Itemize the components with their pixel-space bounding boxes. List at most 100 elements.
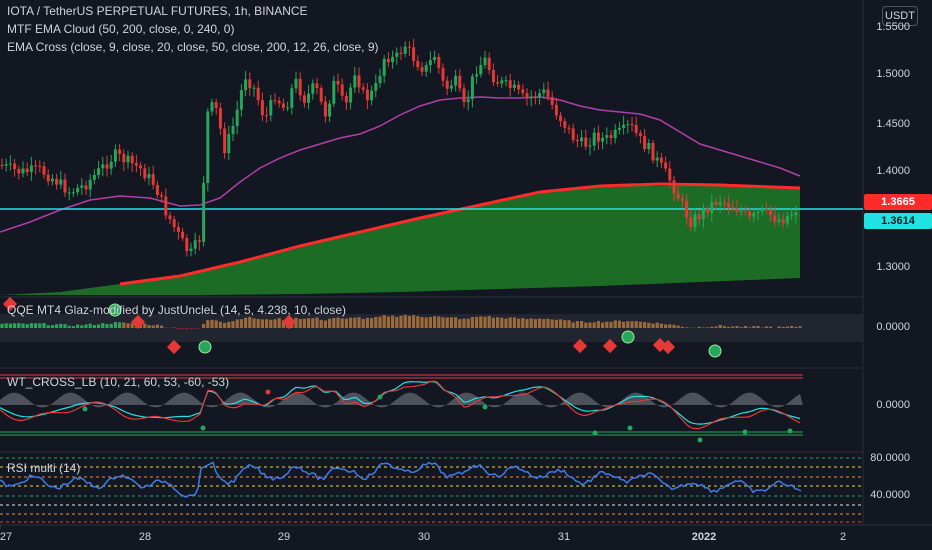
qqe-bar xyxy=(323,320,327,328)
candle-body xyxy=(739,210,743,212)
qqe-bar xyxy=(76,324,80,328)
candle-body xyxy=(567,127,571,129)
qqe-bar xyxy=(672,324,676,328)
qqe-axis-label: 0.0000 xyxy=(876,321,910,333)
candle-body xyxy=(244,79,248,91)
candle-body xyxy=(777,219,781,222)
candle-body xyxy=(546,89,550,97)
price-axis-label: 1.3000 xyxy=(876,261,910,273)
candle-body xyxy=(101,164,105,169)
qqe-bar xyxy=(244,317,248,328)
qqe-bar xyxy=(424,317,428,328)
candle-body xyxy=(571,128,575,140)
candle-body xyxy=(588,145,592,147)
candle-body xyxy=(722,202,726,204)
qqe-bar xyxy=(794,326,798,328)
candle-body xyxy=(349,87,353,103)
candle-body xyxy=(227,134,231,154)
qqe-bar xyxy=(626,321,630,328)
candle-body xyxy=(727,202,731,208)
qqe-bar xyxy=(277,318,281,328)
qqe-bar xyxy=(538,318,542,328)
qqe-buy-marker xyxy=(198,340,212,354)
currency-button[interactable]: USDT xyxy=(882,6,918,26)
qqe-bar xyxy=(479,316,483,328)
wt-cross-dot xyxy=(82,406,88,412)
candle-body xyxy=(206,111,210,184)
candle-body xyxy=(441,67,445,81)
rsi-legend[interactable]: RSI multi (14) xyxy=(7,461,81,475)
candle-body xyxy=(638,133,642,137)
qqe-bar xyxy=(391,315,395,328)
wt-cross-dot xyxy=(200,425,206,431)
candle-body xyxy=(701,208,705,220)
qqe-bar xyxy=(584,322,588,328)
candle-body xyxy=(122,153,126,163)
wt-cross-dot xyxy=(377,394,383,400)
qqe-bar xyxy=(714,326,718,328)
rsi-axis-label: 40.0000 xyxy=(870,489,910,501)
qqe-bar xyxy=(567,320,571,328)
qqe-bar xyxy=(197,328,201,329)
candle-body xyxy=(399,52,403,54)
qqe-bar xyxy=(651,323,655,328)
qqe-bar xyxy=(214,320,218,328)
candle-body xyxy=(785,216,789,224)
candle-body xyxy=(756,211,760,213)
price-axis-label: 1.4000 xyxy=(876,165,910,177)
candle-body xyxy=(668,168,672,181)
candle-body xyxy=(365,89,369,101)
candle-body xyxy=(269,100,273,116)
qqe-bar xyxy=(63,324,67,328)
qqe-bar xyxy=(664,324,668,328)
qqe-bar xyxy=(17,323,21,328)
candle-body xyxy=(374,83,378,91)
candle-body xyxy=(281,103,285,108)
candle-body xyxy=(710,201,714,213)
candle-body xyxy=(323,101,327,117)
candle-body xyxy=(336,80,340,85)
qqe-bar xyxy=(630,321,634,328)
ema-cross-legend[interactable]: EMA Cross (close, 9, close, 20, close, 5… xyxy=(7,40,379,54)
qqe-legend[interactable]: QQE MT4 Glaz-modified by JustUncleL (14,… xyxy=(7,303,347,317)
candle-body xyxy=(29,165,33,173)
qqe-bar xyxy=(231,321,235,328)
qqe-bar xyxy=(269,319,273,328)
candle-body xyxy=(155,184,159,195)
qqe-bar xyxy=(487,316,491,328)
candle-body xyxy=(613,129,617,139)
qqe-bar xyxy=(185,328,189,330)
mtf-ema-cloud-legend[interactable]: MTF EMA Cloud (50, 200, close, 0, 240, 0… xyxy=(7,22,235,36)
qqe-bar xyxy=(235,319,239,328)
qqe-sell-marker xyxy=(572,338,588,354)
candle-body xyxy=(386,58,390,63)
qqe-bar xyxy=(399,315,403,328)
candle-body xyxy=(395,52,399,57)
candle-body xyxy=(592,132,596,146)
candle-body xyxy=(416,60,420,68)
candle-body xyxy=(630,124,634,126)
candle-body xyxy=(139,165,143,169)
candle-body xyxy=(584,137,588,147)
candle-body xyxy=(118,149,122,154)
qqe-bar xyxy=(458,319,462,328)
candle-body xyxy=(752,212,756,217)
qqe-bar xyxy=(605,321,609,328)
candle-body xyxy=(496,82,500,84)
candle-body xyxy=(449,85,453,89)
qqe-bar xyxy=(336,317,340,328)
candle-body xyxy=(550,96,554,105)
price-axis-label: 1.5500 xyxy=(876,21,910,33)
wt-cross-legend[interactable]: WT_CROSS_LB (10, 21, 60, 53, -60, -53) xyxy=(7,375,230,389)
candle-body xyxy=(307,93,311,103)
qqe-bar xyxy=(512,317,516,328)
candle-body xyxy=(319,88,323,102)
candle-body xyxy=(626,124,630,126)
qqe-bar xyxy=(218,321,222,328)
ema50-line xyxy=(0,96,801,233)
candle-body xyxy=(462,88,466,103)
qqe-bar xyxy=(764,326,768,328)
symbol-legend[interactable]: IOTA / TetherUS PERPETUAL FUTURES, 1h, B… xyxy=(7,4,308,18)
qqe-bar xyxy=(609,321,613,328)
